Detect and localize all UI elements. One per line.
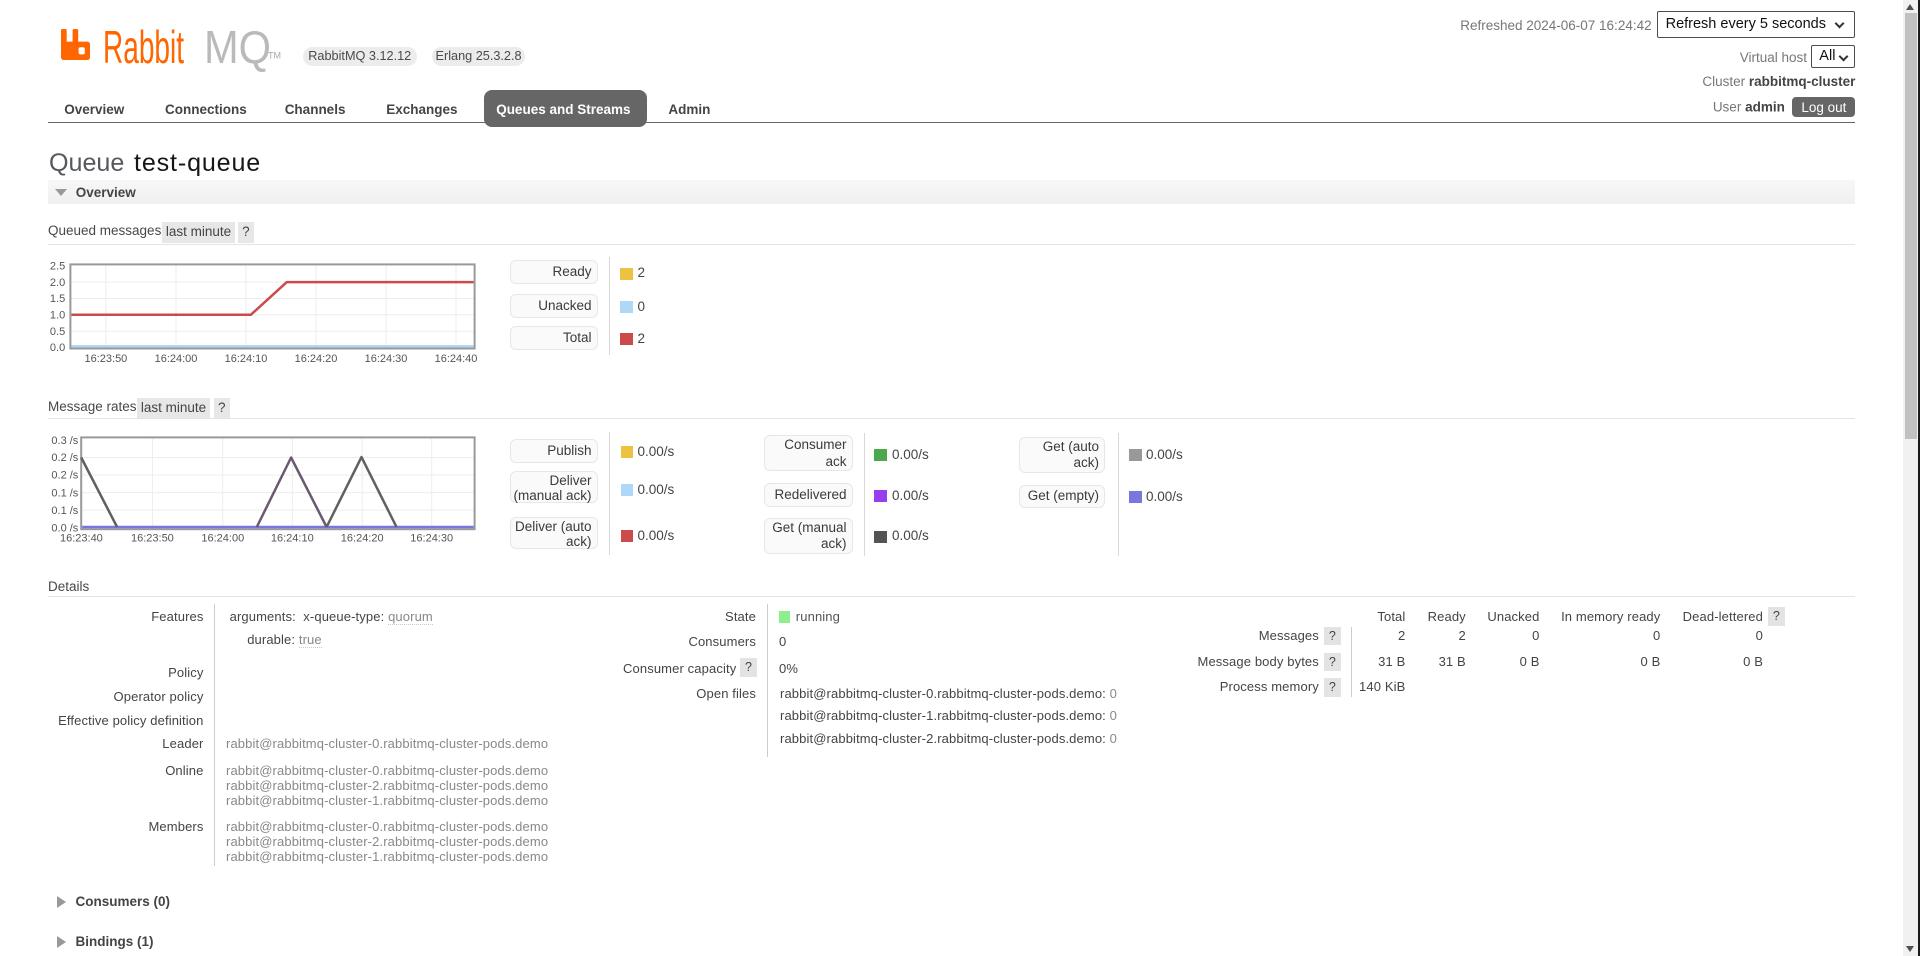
svg-text:Rabbit: Rabbit <box>103 22 184 72</box>
svg-text:16:24:10: 16:24:10 <box>225 353 268 365</box>
svg-text:2.5: 2.5 <box>50 261 65 273</box>
svg-text:16:23:40: 16:23:40 <box>60 533 103 545</box>
svg-text:16:24:30: 16:24:30 <box>410 533 453 545</box>
svg-text:TM: TM <box>268 51 281 61</box>
svg-text:1.0: 1.0 <box>50 310 65 322</box>
svg-text:0.0: 0.0 <box>50 342 65 354</box>
svg-text:0.0 /s: 0.0 /s <box>51 522 78 534</box>
svg-text:16:24:40: 16:24:40 <box>435 353 478 365</box>
svg-text:0.2 /s: 0.2 /s <box>51 470 78 482</box>
svg-text:16:24:00: 16:24:00 <box>155 353 198 365</box>
svg-text:MQ: MQ <box>204 22 271 72</box>
svg-text:16:23:50: 16:23:50 <box>131 533 174 545</box>
svg-text:16:23:50: 16:23:50 <box>84 353 127 365</box>
svg-text:16:24:20: 16:24:20 <box>295 353 338 365</box>
svg-text:16:24:30: 16:24:30 <box>365 353 408 365</box>
svg-text:16:24:20: 16:24:20 <box>341 533 384 545</box>
svg-text:0.1 /s: 0.1 /s <box>51 505 78 517</box>
svg-text:16:24:00: 16:24:00 <box>201 533 244 545</box>
svg-text:16:24:10: 16:24:10 <box>271 533 314 545</box>
svg-text:0.1 /s: 0.1 /s <box>51 487 78 499</box>
svg-text:2.0: 2.0 <box>50 277 65 289</box>
svg-text:1.5: 1.5 <box>50 293 65 305</box>
svg-text:0.2 /s: 0.2 /s <box>51 452 78 464</box>
svg-text:0.5: 0.5 <box>50 326 65 338</box>
svg-text:0.3 /s: 0.3 /s <box>51 435 78 447</box>
